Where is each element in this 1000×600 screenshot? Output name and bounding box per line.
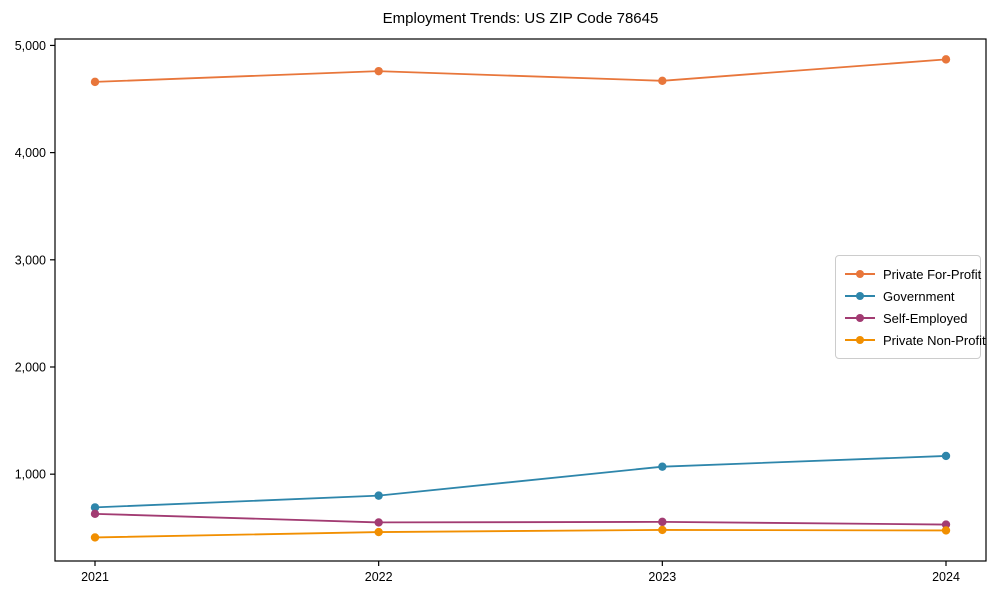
y-axis-tick-label: 3,000 [15,253,46,267]
legend-marker-icon [845,291,875,301]
legend-marker-icon [845,313,875,323]
data-point-private-non-profit-2021 [90,533,100,542]
series-line-government [94,455,947,509]
legend-dot [856,292,864,300]
legend-marker-icon [845,269,875,279]
legend-label: Private Non-Profit [883,332,986,348]
data-point-government-2024 [941,451,951,461]
legend-dot [856,270,864,278]
data-point-private-non-profit-2024 [941,526,951,535]
series-line-private-non-profit [94,529,947,539]
plot-border [54,38,987,562]
data-point-government-2023 [658,462,667,471]
data-point-self-employed-2021 [90,509,100,519]
data-point-self-employed-2024 [941,520,951,529]
x-axis-tick-label: 2023 [648,570,676,584]
y-axis-tick-label: 5,000 [15,39,46,53]
data-point-private-non-profit-2022 [374,527,383,537]
data-point-self-employed-2023 [658,517,667,527]
legend-dot [856,314,864,322]
legend-dot [856,336,864,344]
data-point-private-for-profit-2022 [374,66,383,76]
x-axis-tick-label: 2024 [932,570,960,584]
data-point-government-2021 [90,503,100,512]
data-point-private-non-profit-2023 [658,525,667,535]
legend-label: Self-Employed [883,310,968,326]
data-point-private-for-profit-2021 [90,77,100,87]
legend-marker-icon [845,335,875,345]
x-axis-tick-label: 2021 [81,570,109,584]
legend-item: Self-Employed [845,307,971,329]
legend: Private For-Profit Government Self-Emplo… [835,255,986,359]
legend-item: Private Non-Profit [845,329,986,351]
chart-title: Employment Trends: US ZIP Code 78645 [382,10,659,27]
data-point-private-for-profit-2024 [941,55,951,64]
data-point-private-for-profit-2023 [658,76,667,86]
y-axis-tick-label: 4,000 [15,146,46,160]
legend-item: Government [845,285,971,307]
legend-label: Private For-Profit [883,266,982,282]
y-axis-tick-label: 2,000 [15,360,46,374]
x-axis-tick-label: 2022 [365,570,393,584]
data-point-government-2022 [374,491,383,500]
data-point-self-employed-2022 [374,518,383,527]
y-axis-tick-label: 1,000 [15,468,46,482]
legend-label: Government [883,288,955,304]
series-line-private-for-profit [94,58,947,83]
legend-item: Private For-Profit [845,263,981,285]
series-line-self-employed [94,512,947,526]
